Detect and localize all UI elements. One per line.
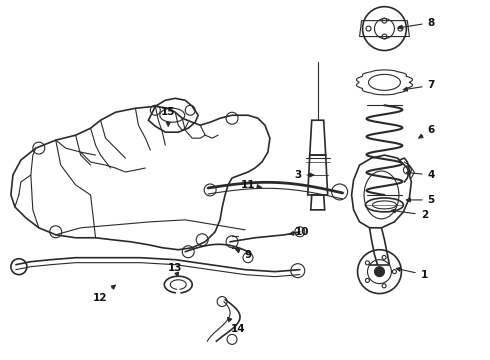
Text: 10: 10	[289, 227, 309, 237]
Circle shape	[374, 267, 385, 276]
Text: 9: 9	[236, 249, 251, 260]
Text: 2: 2	[392, 209, 428, 220]
Text: 5: 5	[406, 195, 435, 205]
Text: 11: 11	[241, 180, 261, 190]
Text: 6: 6	[419, 125, 435, 138]
Text: 12: 12	[93, 285, 116, 302]
Text: 7: 7	[403, 80, 435, 91]
Text: 1: 1	[396, 267, 428, 280]
Text: 3: 3	[294, 170, 314, 180]
Text: 13: 13	[168, 263, 182, 276]
Text: 8: 8	[398, 18, 435, 29]
Text: 14: 14	[228, 318, 245, 334]
Text: 4: 4	[406, 170, 435, 180]
Text: 15: 15	[161, 107, 175, 126]
